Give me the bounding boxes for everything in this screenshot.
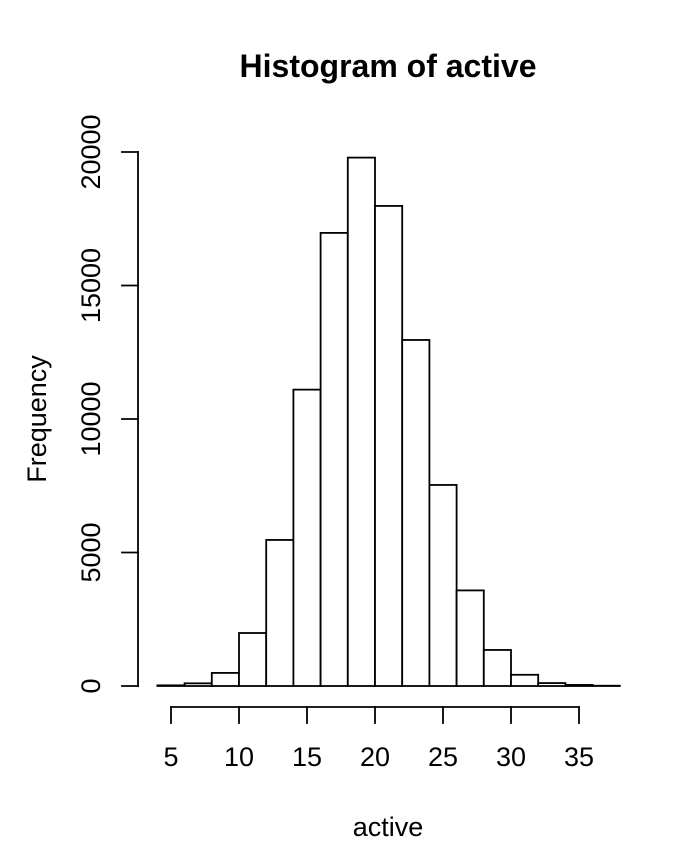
histogram-bar (482, 649, 512, 687)
histogram-bar (428, 484, 458, 687)
histogram-bar (319, 232, 349, 687)
y-axis-tick-label: 20000 (76, 114, 106, 189)
y-axis: 0 5000 10000 15000 20000 (76, 114, 139, 694)
histogram-bar (183, 682, 213, 687)
y-axis-tick-label: 5000 (76, 522, 106, 582)
histogram-bar (156, 684, 186, 687)
x-axis-tick-label: 15 (292, 742, 322, 772)
histogram-bar (401, 339, 431, 687)
histogram-bar (346, 156, 376, 687)
x-axis: 5 10 15 20 25 30 35 (163, 706, 594, 772)
histogram-bar (238, 632, 268, 687)
chart-title: Histogram of active (240, 48, 537, 84)
x-axis-tick-label: 5 (163, 742, 178, 772)
x-axis-tick-label: 30 (496, 742, 526, 772)
x-axis-label: active (353, 812, 424, 842)
histogram-bar (564, 684, 594, 687)
histogram-bar (510, 673, 540, 687)
y-axis-label: Frequency (22, 355, 52, 483)
histogram-bar (265, 539, 295, 687)
x-axis-tick-label: 35 (564, 742, 594, 772)
x-axis-tick-label: 20 (360, 742, 390, 772)
histogram-bar (374, 205, 404, 687)
x-axis-tick-label: 25 (428, 742, 458, 772)
x-axis-tick-label: 10 (224, 742, 254, 772)
histogram-bar (210, 672, 240, 687)
histogram-bars (156, 156, 621, 687)
y-axis-tick-label: 0 (76, 678, 106, 693)
histogram-bar (455, 589, 485, 687)
histogram-bar (537, 682, 567, 687)
y-axis-tick-label: 15000 (76, 248, 106, 323)
y-axis-tick-label: 10000 (76, 381, 106, 456)
histogram-bar (292, 388, 322, 687)
